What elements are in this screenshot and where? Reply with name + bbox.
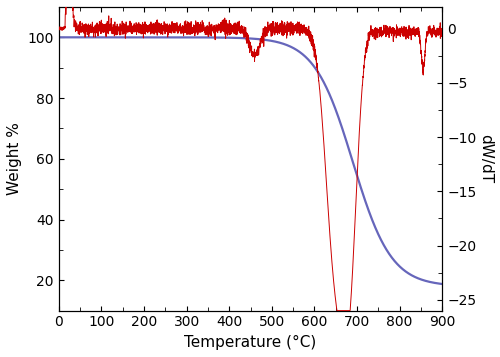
X-axis label: Temperature (°C): Temperature (°C) xyxy=(184,335,316,350)
Y-axis label: dW/dT: dW/dT xyxy=(478,134,493,183)
Y-axis label: Weight %: Weight % xyxy=(7,122,22,195)
